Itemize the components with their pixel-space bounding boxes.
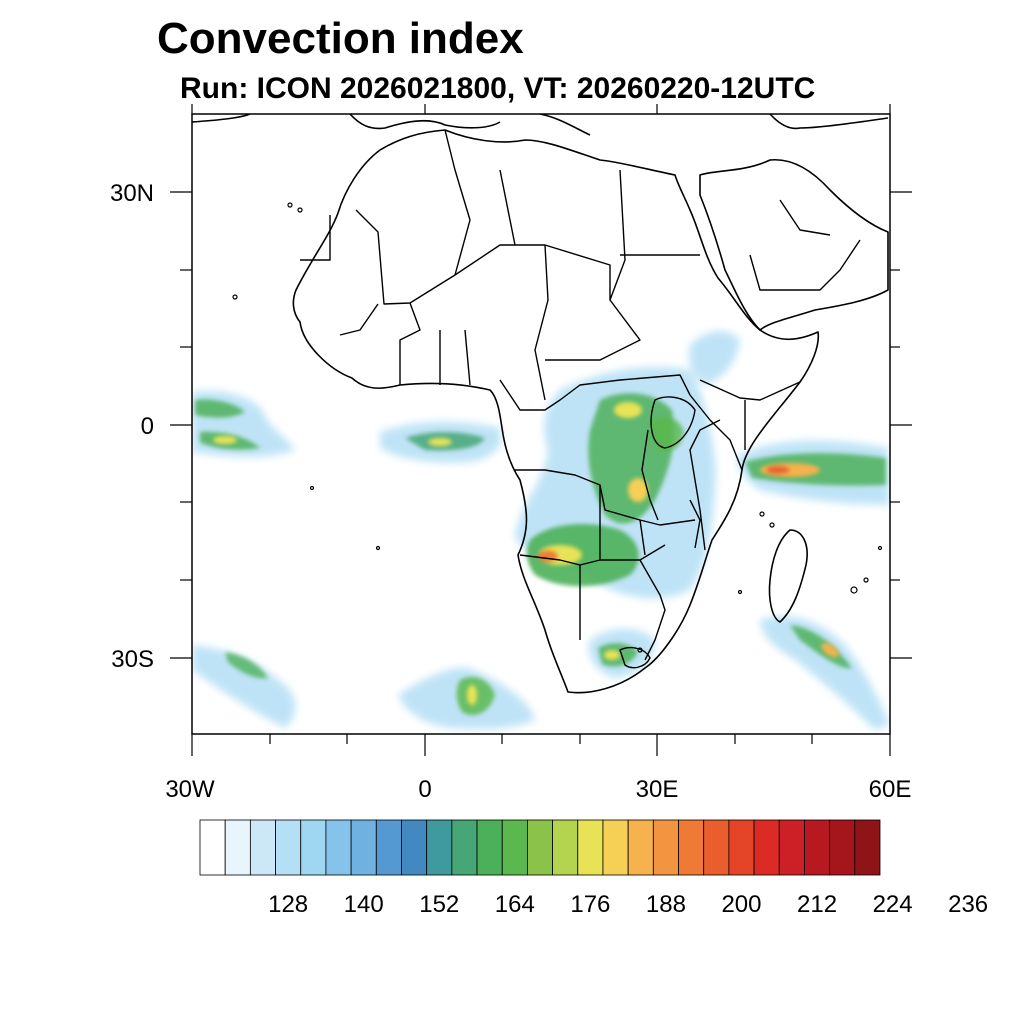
hotspot-south-atlantic — [467, 685, 477, 705]
hotspot-congo-2 — [628, 478, 648, 502]
colorbar-label: 200 — [721, 891, 761, 918]
colorbar-label: 152 — [419, 891, 459, 918]
colorbar-box — [426, 819, 453, 876]
field-madagascar-band — [760, 616, 890, 730]
colorbar-box — [652, 819, 679, 876]
colorbar-box — [703, 819, 730, 876]
colorbar-box — [199, 819, 226, 876]
colorbar-label: 212 — [797, 891, 837, 918]
lon-label-30w: 30W — [165, 776, 215, 803]
hotspot-south-africa — [604, 650, 620, 660]
colorbar-box — [451, 819, 478, 876]
hotspot-congo — [614, 402, 642, 418]
colorbar-boxes — [199, 819, 881, 876]
coastlines — [192, 114, 889, 694]
hotspot-indian-ocean-core — [766, 466, 790, 474]
chart-subtitle: Run: ICON 2026021800, VT: 20260220-12UTC — [180, 72, 816, 105]
colorbar-box — [552, 819, 579, 876]
colorbar-box — [602, 819, 629, 876]
colorbar-label: 236 — [948, 891, 988, 918]
islands — [232, 202, 883, 653]
hotspot-madagascar-se — [821, 642, 839, 658]
arabia-coastline — [699, 158, 889, 331]
hotspot-atlantic-west — [213, 436, 237, 444]
colorbar-box — [804, 819, 831, 876]
colorbar-box — [678, 819, 705, 876]
core-southwest-atlantic — [225, 652, 268, 679]
colorbar-box — [501, 819, 528, 876]
hotspot-gulf-guinea — [428, 438, 452, 446]
convection-field — [192, 330, 890, 730]
colorbar-box — [854, 819, 881, 876]
africa-coastline — [292, 129, 820, 694]
colorbar-box — [224, 819, 251, 876]
colorbar-box — [527, 819, 553, 876]
europe-coastline — [192, 114, 889, 136]
colorbar-label: 188 — [646, 891, 686, 918]
colorbar-box — [577, 819, 604, 876]
colorbar-box — [275, 819, 302, 876]
field-ethiopia — [688, 330, 740, 385]
colorbar-box — [476, 819, 503, 876]
lon-label-60e: 60E — [869, 776, 912, 803]
colorbar-label: 140 — [344, 891, 384, 918]
lat-label-30s: 30S — [111, 646, 154, 673]
core-east-africa — [649, 416, 684, 452]
field-southwest-atlantic — [192, 645, 296, 728]
lon-label-30e: 30E — [636, 776, 679, 803]
colorbar-box — [627, 819, 654, 876]
core-atlantic-west — [195, 399, 260, 450]
colorbar-box — [300, 819, 327, 876]
core-angola — [526, 524, 639, 587]
plot-frame — [191, 113, 891, 735]
lon-label-0: 0 — [418, 776, 431, 803]
lat-label-30n: 30N — [110, 180, 154, 207]
axis-ticks — [170, 104, 912, 756]
core-madagascar — [790, 625, 852, 669]
lat-label-0: 0 — [141, 413, 154, 440]
colorbar-box — [375, 819, 402, 876]
colorbar-labels: 128 140 152 164 176 188 200 212 224 236 — [268, 891, 988, 918]
colorbar-label: 176 — [570, 891, 610, 918]
colorbar-box — [728, 819, 755, 876]
colorbar-box — [401, 819, 428, 876]
colorbar-label: 164 — [495, 891, 535, 918]
colorbar-box — [778, 819, 805, 876]
country-borders — [300, 129, 861, 669]
colorbar-label: 128 — [268, 891, 308, 918]
colorbar-box — [829, 819, 856, 876]
colorbar-box — [325, 819, 352, 876]
colorbar-label: 224 — [873, 891, 913, 918]
colorbar-box — [249, 819, 276, 876]
chart-title: Convection index — [157, 14, 524, 63]
colorbar-box — [753, 819, 780, 876]
colorbar-box — [350, 819, 377, 876]
madagascar-coastline — [768, 529, 808, 623]
